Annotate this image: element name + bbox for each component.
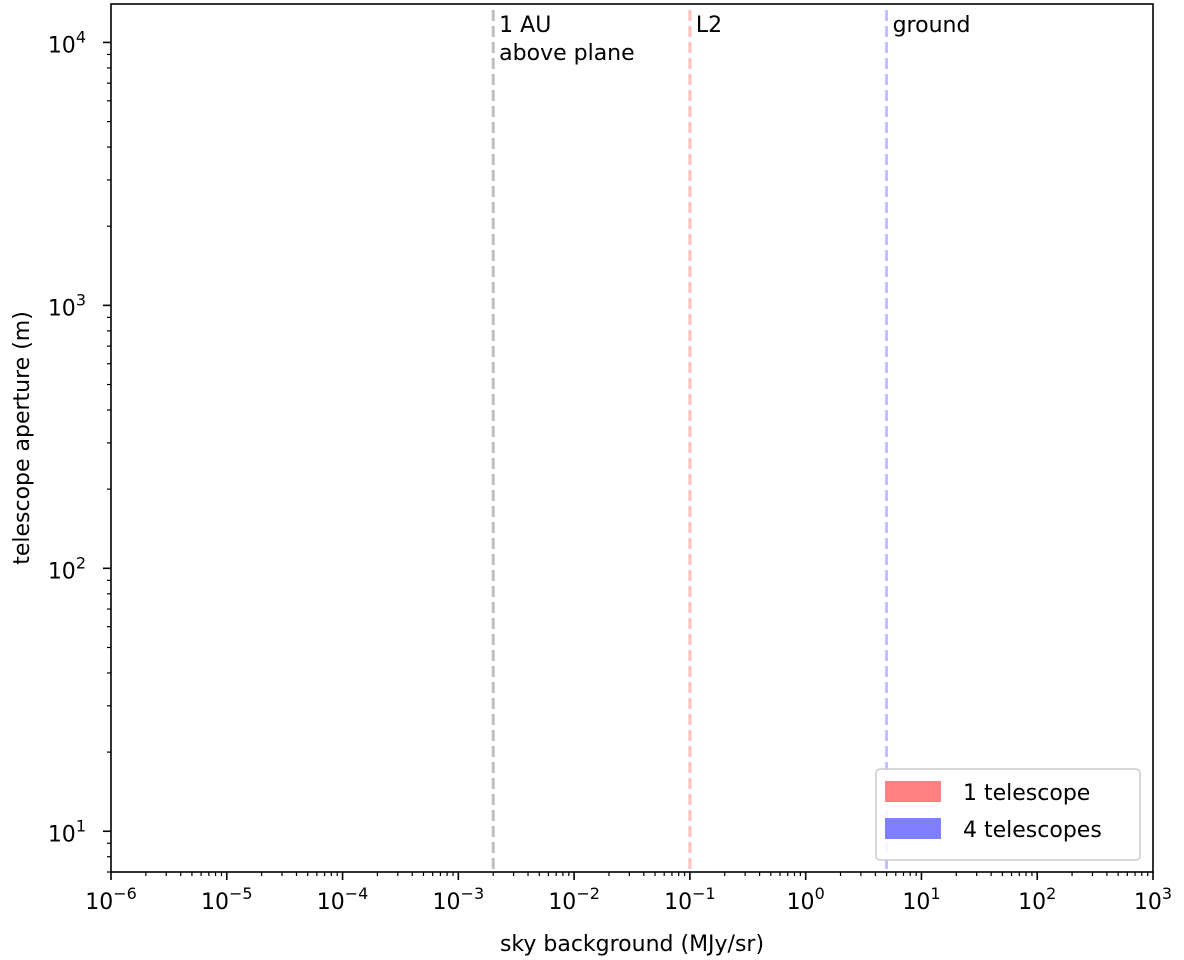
legend-box [875, 768, 1141, 861]
y-tick-label-exponent: 4 [76, 27, 86, 46]
x-tick-label-exponent: 2 [1046, 884, 1056, 903]
y-tick-label-base: 10 [48, 822, 76, 847]
x-tick-label: 100 [787, 884, 825, 915]
y-tick-label: 101 [48, 816, 86, 847]
x-tick-label-exponent: −5 [229, 884, 253, 903]
x-tick-label-base: 10 [433, 890, 461, 915]
reference-line-label: above plane [499, 41, 635, 66]
y-tick-label-base: 10 [48, 33, 76, 58]
y-tick-label: 103 [48, 290, 86, 321]
reference-lines: 1 AU above plane L2 ground [491, 10, 971, 872]
legend-label: 4 telescopes [963, 818, 1102, 843]
x-tick-label-base: 10 [664, 890, 692, 915]
x-tick-label-exponent: 0 [815, 884, 825, 903]
legend-swatch [885, 781, 941, 802]
x-tick-label-base: 10 [787, 890, 815, 915]
x-tick-label: 102 [1018, 884, 1056, 915]
legend-swatch [885, 818, 941, 839]
x-tick-label-exponent: −4 [345, 884, 369, 903]
y-tick-label-exponent: 2 [76, 553, 86, 572]
x-tick-label-base: 10 [902, 890, 930, 915]
x-tick-label: 10−6 [85, 884, 137, 915]
y-tick-label-base: 10 [48, 296, 76, 321]
x-tick-label-exponent: −2 [576, 884, 600, 903]
y-tick-label-exponent: 3 [76, 290, 86, 309]
y-axis-label: telescope aperture (m) [10, 311, 35, 565]
reference-line-label: 1 AU [499, 13, 551, 38]
x-tick-label-exponent: −3 [461, 884, 485, 903]
x-tick-label-exponent: −6 [113, 884, 137, 903]
y-tick-label: 104 [48, 27, 86, 58]
x-tick-label-exponent: −1 [692, 884, 716, 903]
x-tick-label-base: 10 [85, 890, 113, 915]
y-tick-label-base: 10 [48, 559, 76, 584]
legend-label: 1 telescope [963, 781, 1090, 806]
x-tick-label-exponent: 1 [930, 884, 940, 903]
x-tick-label-base: 10 [548, 890, 576, 915]
x-tick-label: 10−1 [664, 884, 716, 915]
x-tick-label-base: 10 [1134, 890, 1162, 915]
x-tick-label: 10−3 [433, 884, 485, 915]
legend: 1 telescope 4 telescopes [875, 768, 1141, 861]
x-tick-label: 10−5 [201, 884, 253, 915]
reference-line-label: ground [893, 13, 971, 38]
x-tick-label: 10−4 [317, 884, 369, 915]
x-tick-label-base: 10 [317, 890, 345, 915]
x-tick-label-exponent: 3 [1162, 884, 1172, 903]
x-axis-label: sky background (MJy/sr) [500, 932, 764, 957]
x-tick-label-base: 10 [201, 890, 229, 915]
y-tick-label-exponent: 1 [76, 816, 86, 835]
reference-line-label: L2 [696, 13, 722, 38]
x-tick-label: 10−2 [548, 884, 600, 915]
x-tick-label-base: 10 [1018, 890, 1046, 915]
x-tick-label: 103 [1134, 884, 1172, 915]
x-axis-ticks: 10−6 10−5 10−4 10−3 10−2 10−1 100 101 102 103 [85, 872, 1172, 915]
y-tick-label: 102 [48, 553, 86, 584]
plot-area-frame [110, 3, 1154, 873]
x-tick-label: 101 [902, 884, 940, 915]
